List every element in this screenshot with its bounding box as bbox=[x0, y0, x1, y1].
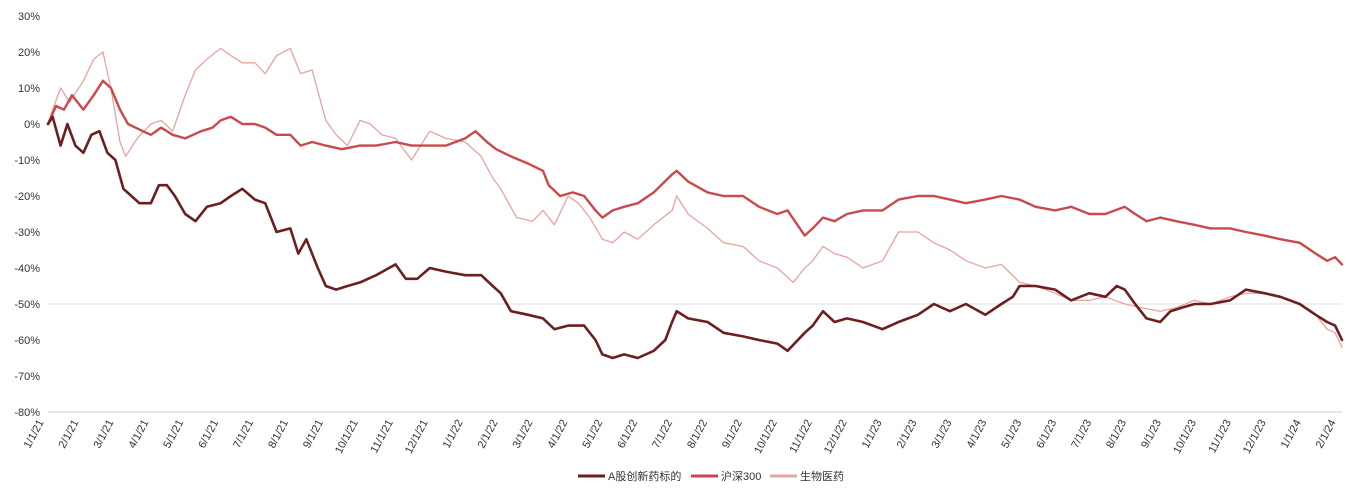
x-tick-label: 6/1/21 bbox=[196, 418, 221, 451]
x-tick-label: 11/1/23 bbox=[1206, 418, 1233, 455]
x-tick-label: 12/1/21 bbox=[403, 418, 431, 456]
x-tick-label: 9/1/22 bbox=[720, 418, 745, 451]
series-lines bbox=[46, 47, 1344, 360]
x-tick-label: 4/1/22 bbox=[545, 418, 570, 451]
x-tick-label: 1/1/23 bbox=[860, 418, 885, 451]
series-line-2 bbox=[47, 47, 1343, 348]
x-tick-label: 8/1/21 bbox=[266, 418, 291, 451]
x-tick-label: 2/1/23 bbox=[895, 418, 920, 451]
x-tick-label: 9/1/21 bbox=[301, 418, 326, 451]
x-tick-label: 1/1/22 bbox=[441, 418, 466, 451]
x-tick-label: 7/1/22 bbox=[650, 418, 675, 451]
x-tick-label: 2/1/24 bbox=[1314, 418, 1339, 451]
x-tick-label: 11/1/21 bbox=[368, 418, 395, 455]
x-tick-label: 5/1/21 bbox=[161, 418, 186, 451]
x-tick-label: 1/1/21 bbox=[22, 418, 47, 451]
legend-label-0: A股创新药标的 bbox=[608, 469, 681, 483]
x-tick-label: 7/1/21 bbox=[231, 418, 256, 451]
x-tick-label: 4/1/23 bbox=[965, 418, 990, 451]
y-tick-label: 30% bbox=[18, 11, 40, 23]
x-tick-label: 2/1/21 bbox=[57, 418, 82, 451]
x-tick-label: 8/1/23 bbox=[1104, 418, 1129, 451]
y-tick-label: 10% bbox=[18, 83, 40, 95]
x-tick-label: 5/1/23 bbox=[999, 418, 1024, 451]
y-tick-label: -50% bbox=[14, 299, 40, 311]
y-tick-label: 20% bbox=[18, 47, 40, 59]
y-tick-label: -20% bbox=[14, 191, 40, 203]
y-tick-label: -80% bbox=[14, 407, 40, 419]
y-tick-label: 0% bbox=[24, 119, 40, 131]
x-tick-label: 4/1/21 bbox=[126, 418, 151, 451]
x-tick-label: 6/1/22 bbox=[615, 418, 640, 451]
x-tick-label: 8/1/22 bbox=[685, 418, 710, 451]
y-tick-label: -70% bbox=[14, 371, 40, 383]
series-line-1 bbox=[46, 79, 1344, 266]
x-axis-ticks: 1/1/21 2/1/21 3/1/21 4/1/21 5/1/21 6/1/21 7/1/… bbox=[22, 418, 1339, 456]
x-tick-label: 11/1/22 bbox=[787, 418, 814, 455]
x-tick-label: 3/1/23 bbox=[930, 418, 955, 451]
x-tick-label: 10/1/21 bbox=[333, 418, 361, 456]
x-tick-label: 12/1/23 bbox=[1241, 418, 1269, 456]
x-tick-label: 1/1/24 bbox=[1279, 418, 1304, 451]
x-tick-label: 3/1/21 bbox=[92, 418, 117, 451]
x-tick-label: 12/1/22 bbox=[822, 418, 850, 456]
y-tick-label: -30% bbox=[14, 227, 40, 239]
x-tick-label: 2/1/22 bbox=[476, 418, 501, 451]
legend-label-2: 生物医药 bbox=[800, 469, 844, 483]
y-tick-label: -10% bbox=[14, 155, 40, 167]
x-tick-label: 9/1/23 bbox=[1139, 418, 1164, 451]
x-tick-label: 5/1/22 bbox=[580, 418, 605, 451]
series-line-0 bbox=[46, 115, 1344, 360]
x-tick-label: 6/1/23 bbox=[1034, 418, 1059, 451]
x-tick-label: 10/1/23 bbox=[1171, 418, 1199, 456]
legend-label-1: 沪深300 bbox=[721, 469, 761, 483]
x-tick-label: 10/1/22 bbox=[752, 418, 780, 456]
y-axis-ticks: 30% 20% 10% 0% -10% -20% -30% -40% -50% -60% -70% -… bbox=[14, 11, 40, 419]
y-tick-label: -40% bbox=[14, 263, 40, 275]
x-tick-label: 7/1/23 bbox=[1069, 418, 1094, 451]
x-tick-label: 3/1/22 bbox=[511, 418, 536, 451]
chart-legend: A股创新药标的 沪深300 生物医药 bbox=[578, 469, 844, 483]
y-tick-label: -60% bbox=[14, 335, 40, 347]
